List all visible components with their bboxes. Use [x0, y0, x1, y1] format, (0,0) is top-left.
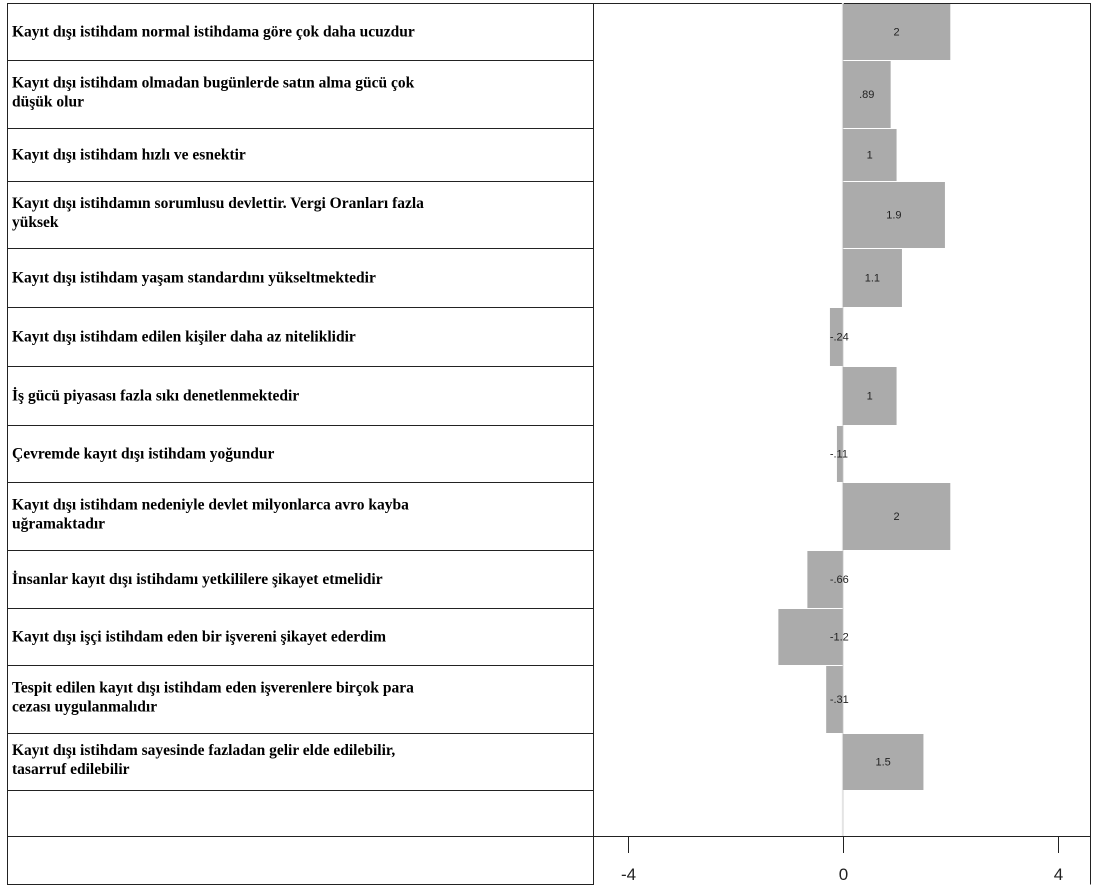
bar-value-label: 1 [867, 391, 873, 403]
bar-value-label: 2 [894, 27, 900, 39]
category-labels: Kayıt dışı istihdam normal istihdama gör… [12, 24, 424, 779]
category-label: Kayıt dışı işçi istihdam eden bir işvere… [12, 629, 386, 646]
category-label: Çevremde kayıt dışı istihdam yoğundur [12, 446, 275, 463]
bar [842, 182, 945, 248]
bar-value-label: -1.2 [830, 632, 849, 644]
bar-value-label: -.11 [830, 449, 848, 461]
bar-value-label: 1.9 [886, 210, 901, 222]
category-label: Kayıt dışı istihdam yaşam standardını yü… [12, 270, 376, 287]
category-label: Kayıt dışı istihdam hızlı ve esnektir [12, 147, 246, 164]
category-label: Kayıt dışı istihdam edilen kişiler daha … [12, 329, 356, 346]
category-label: Tespit edilen kayıt dışı istihdam eden i… [12, 680, 414, 697]
bar [842, 129, 897, 181]
bar-value-label: -.24 [830, 332, 849, 344]
bar-value-label: .89 [859, 89, 874, 101]
label-column-border [7, 3, 594, 885]
bar-value-label: 1.1 [865, 273, 880, 285]
bar [807, 551, 843, 608]
bar [842, 249, 902, 307]
bar-value-label: 2 [894, 511, 900, 523]
category-label: Kayıt dışı istihdam nedeniyle devlet mil… [12, 497, 409, 514]
x-tick-label: -4 [621, 865, 636, 884]
bars: 2 .89 1 1.9 1.1 -.24 1 -.11 2 -.66 -1.2 -.31 1.5 [778, 4, 951, 790]
bar-value-label: -.31 [830, 694, 849, 706]
bar [778, 609, 843, 665]
category-label: cezası uygulanmalıdır [12, 699, 157, 716]
bar [836, 426, 843, 482]
x-axis: -4 0 4 [593, 836, 1090, 884]
category-label: Kayıt dışı istihdam normal istihdama gör… [12, 24, 415, 41]
category-label: Kayıt dışı istihdam olmadan bugünlerde s… [12, 75, 415, 92]
category-label: uğramaktadır [12, 516, 105, 533]
bar [829, 308, 843, 366]
x-tick-label: 0 [839, 865, 848, 884]
category-label: Kayıt dışı istihdam sayesinde fazladan g… [12, 742, 395, 759]
category-label: düşük olur [12, 94, 84, 111]
bar-value-label: 1.5 [875, 757, 890, 769]
bar [842, 367, 897, 425]
bar [826, 666, 843, 733]
bar-value-label: -.66 [830, 574, 849, 586]
category-label: Kayıt dışı istihdamın sorumlusu devletti… [12, 195, 424, 212]
bar [842, 4, 951, 60]
bar [842, 483, 951, 550]
category-label: İş gücü piyasası fazla sıkı denetlenmekt… [12, 388, 299, 405]
plot-frame [593, 3, 1091, 885]
x-tick-label: 4 [1054, 865, 1063, 884]
bar [842, 734, 924, 790]
bar [842, 61, 891, 128]
table-grid [7, 3, 1091, 885]
category-label: yüksek [12, 214, 59, 231]
bar-value-label: 1 [867, 150, 873, 162]
category-label: tasarruf edilebilir [12, 761, 130, 778]
category-label: İnsanlar kayıt dışı istihdamı yetkililer… [12, 571, 383, 588]
